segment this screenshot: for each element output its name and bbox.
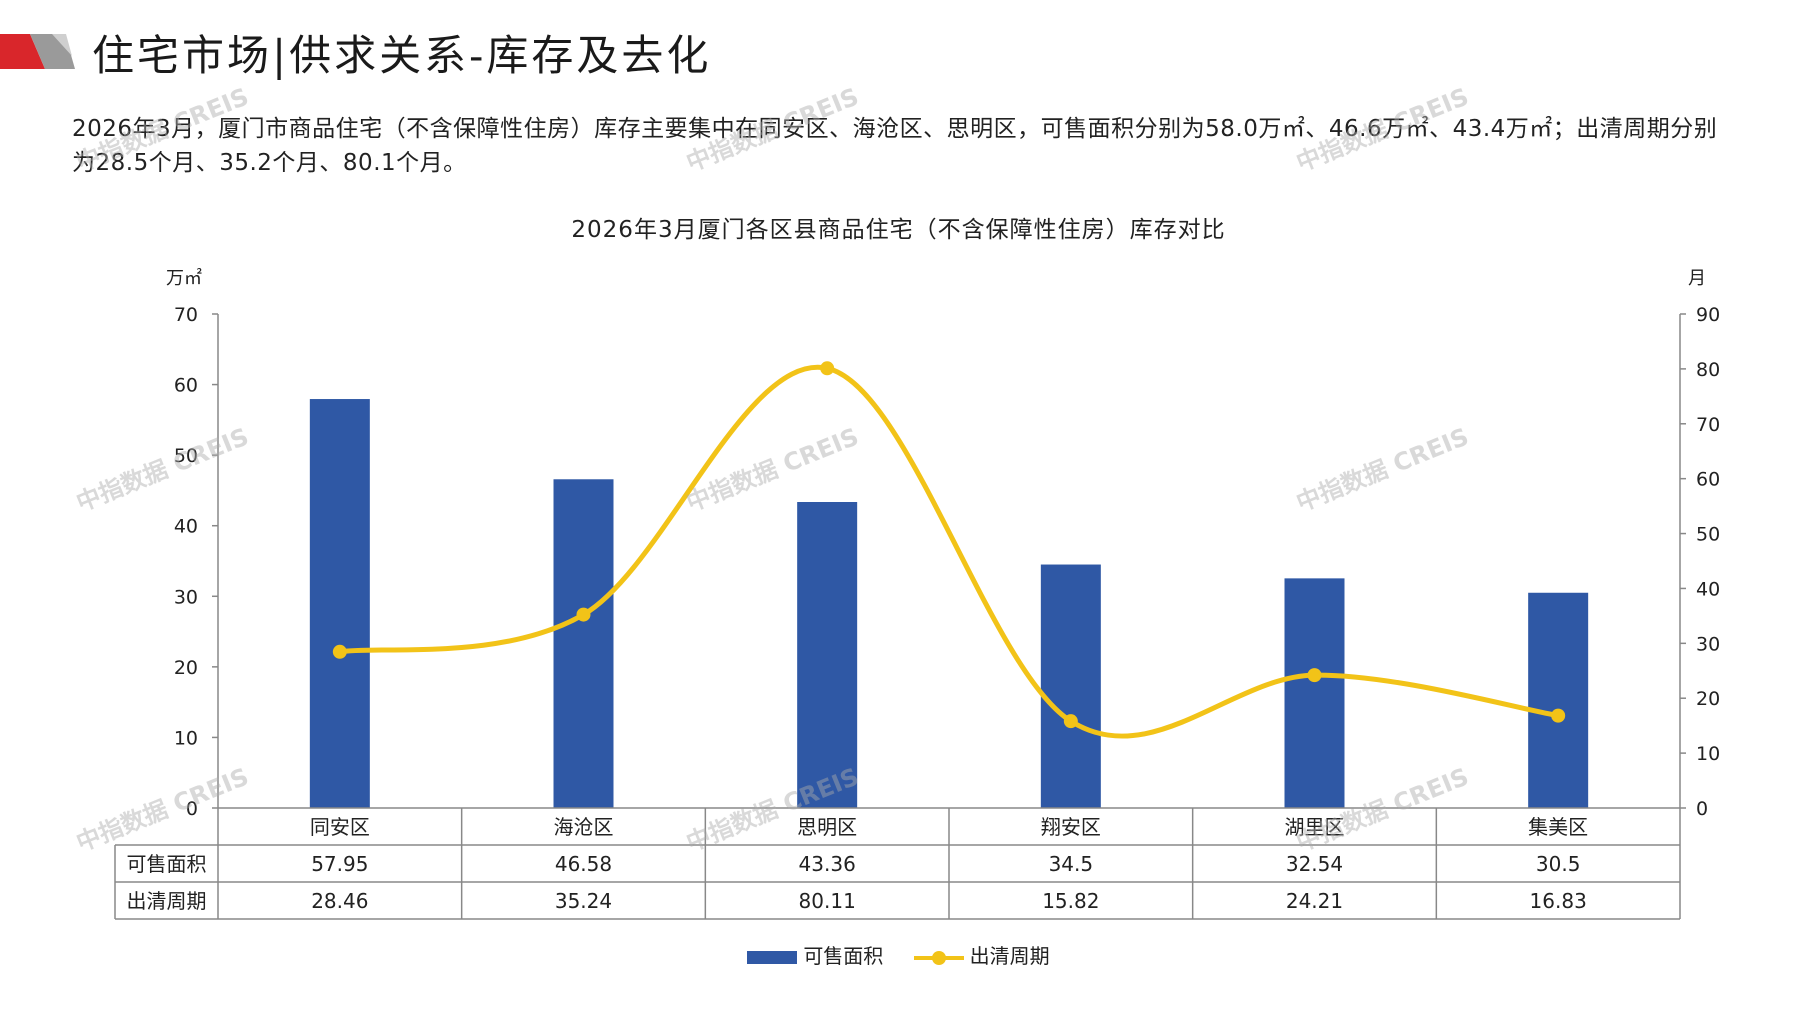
category-label: 翔安区	[1041, 815, 1101, 839]
table-row-header: 出清周期	[127, 889, 207, 913]
left-axis-tick-label: 0	[186, 798, 198, 820]
legend-bar-swatch	[747, 951, 798, 964]
left-axis-tick-label: 70	[174, 304, 198, 326]
bar	[1284, 578, 1345, 808]
line-point	[1307, 668, 1322, 683]
chart-title: 2026年3月厦门各区县商品住宅（不含保障性住房）库存对比	[571, 217, 1226, 243]
line-point	[332, 644, 347, 659]
data-label: 80.11	[799, 889, 856, 913]
data-label: 24.21	[1286, 889, 1343, 913]
series-line	[337, 364, 1561, 739]
bar	[1040, 564, 1101, 808]
line-point	[820, 361, 835, 376]
title-bar: 住宅市场|供求关系-库存及去化	[0, 14, 1797, 84]
legend-label: 可售面积	[803, 944, 884, 968]
category-label: 集美区	[1528, 815, 1588, 839]
right-axis-tick-label: 80	[1696, 359, 1720, 381]
right-axis-tick-label: 30	[1696, 633, 1720, 655]
table-row-header: 可售面积	[127, 852, 207, 876]
right-axis-tick-label: 70	[1696, 414, 1720, 436]
category-label: 同安区	[310, 815, 370, 839]
line-point	[1551, 708, 1566, 723]
line-point	[576, 607, 591, 622]
summary-text: 2026年3月，厦门市商品住宅（不含保障性住房）库存主要集中在同安区、海沧区、思…	[72, 116, 1718, 176]
bar	[1528, 592, 1589, 808]
data-label: 46.58	[555, 852, 612, 876]
right-axis-unit: 月	[1688, 268, 1706, 289]
page-title: 住宅市场|供求关系-库存及去化	[92, 31, 712, 80]
right-axis-tick-label: 20	[1696, 688, 1720, 710]
legend-item-bar: 可售面积	[747, 940, 883, 969]
title-decoration-icon	[0, 34, 75, 69]
right-axis-tick-label: 60	[1696, 469, 1720, 491]
right-axis-tick-label: 90	[1696, 304, 1720, 326]
legend-item-line: 出清周期	[913, 940, 1050, 969]
bar	[797, 502, 858, 808]
left-axis-tick-label: 30	[174, 586, 198, 608]
data-label: 35.24	[555, 889, 612, 913]
left-axis-tick-label: 20	[174, 657, 198, 679]
left-axis-unit: 万㎡	[166, 268, 202, 289]
data-label: 28.46	[311, 889, 368, 913]
left-axis-tick-label: 10	[174, 727, 198, 749]
data-label: 30.5	[1536, 852, 1581, 876]
line-point	[1063, 714, 1078, 729]
data-label: 16.83	[1530, 889, 1587, 913]
right-axis-tick-label: 0	[1696, 798, 1708, 820]
right-axis-tick-label: 50	[1696, 524, 1720, 546]
legend-line-swatch	[913, 950, 964, 966]
data-label: 15.82	[1042, 889, 1099, 913]
data-label: 43.36	[799, 852, 856, 876]
left-axis-tick-label: 50	[174, 445, 198, 467]
left-axis-tick-label: 40	[174, 516, 198, 538]
category-label: 思明区	[797, 815, 857, 839]
data-label: 34.5	[1049, 852, 1094, 876]
category-label: 湖里区	[1285, 815, 1345, 839]
data-label: 32.54	[1286, 852, 1343, 876]
category-label: 海沧区	[554, 815, 614, 839]
right-axis-tick-label: 10	[1696, 743, 1720, 765]
bar	[553, 479, 614, 808]
legend-label: 出清周期	[969, 944, 1050, 968]
left-axis-tick-label: 60	[174, 375, 198, 397]
data-label: 57.95	[311, 852, 368, 876]
chart-legend: 可售面积 出清周期	[0, 940, 1797, 969]
right-axis-tick-label: 40	[1696, 578, 1720, 600]
bar	[309, 399, 370, 808]
